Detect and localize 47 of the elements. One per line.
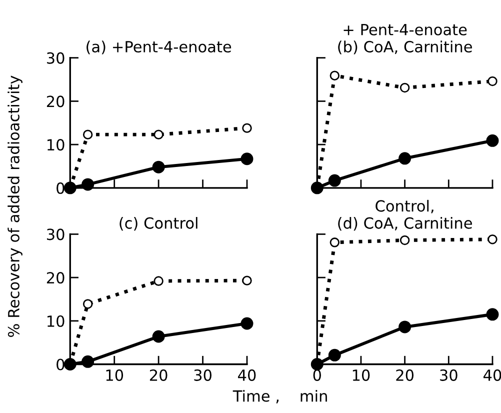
chart-title: + Pent-4-enoate (b) CoA, Carnitine <box>338 24 472 54</box>
point <box>486 134 499 147</box>
x-tick-label: 40 <box>238 369 256 381</box>
x-tick-label: 30 <box>440 369 458 381</box>
point <box>486 308 499 321</box>
point <box>82 178 94 191</box>
point <box>82 130 93 140</box>
y-tick-label: 0 <box>56 182 64 194</box>
y-tick-label: 30 <box>47 52 64 64</box>
y-tick-label: 20 <box>46 96 64 108</box>
y-tick-label: 10 <box>48 315 64 327</box>
point <box>400 82 410 93</box>
point <box>154 130 164 140</box>
y-tick-label: 10 <box>48 139 64 151</box>
point <box>242 276 252 286</box>
point <box>400 235 410 246</box>
point <box>398 320 412 334</box>
point <box>330 70 340 80</box>
point <box>328 174 341 187</box>
x-tick-label: 0 <box>313 369 321 381</box>
x-axis-title: Time , min <box>232 390 327 404</box>
point <box>82 299 93 309</box>
x-tick-label: 20 <box>150 369 168 381</box>
x-tick-label: 30 <box>194 369 212 381</box>
point <box>398 152 412 165</box>
point <box>488 76 498 86</box>
point <box>242 123 252 133</box>
point <box>154 276 164 286</box>
point <box>240 317 254 330</box>
point <box>488 234 498 244</box>
x-tick-label: 10 <box>106 369 124 381</box>
point <box>152 160 165 174</box>
x-tick-label: 40 <box>484 369 501 381</box>
y-tick-label: 30 <box>47 228 64 240</box>
chart-title: (a) +Pent-4-enoate <box>86 40 232 54</box>
x-tick-label: 20 <box>396 369 414 381</box>
point <box>328 348 341 362</box>
point <box>240 152 254 166</box>
point <box>330 238 340 248</box>
x-tick-label: 10 <box>352 369 370 381</box>
chart-title: Control, (d) CoA, Carnitine <box>338 200 472 231</box>
y-axis-title: % Recovery of added radioactivity <box>8 76 22 337</box>
point <box>152 330 165 343</box>
point <box>82 355 94 368</box>
y-tick-label: 0 <box>56 358 64 370</box>
y-tick-label: 20 <box>46 272 64 284</box>
chart-title: (c) Control <box>120 217 198 231</box>
